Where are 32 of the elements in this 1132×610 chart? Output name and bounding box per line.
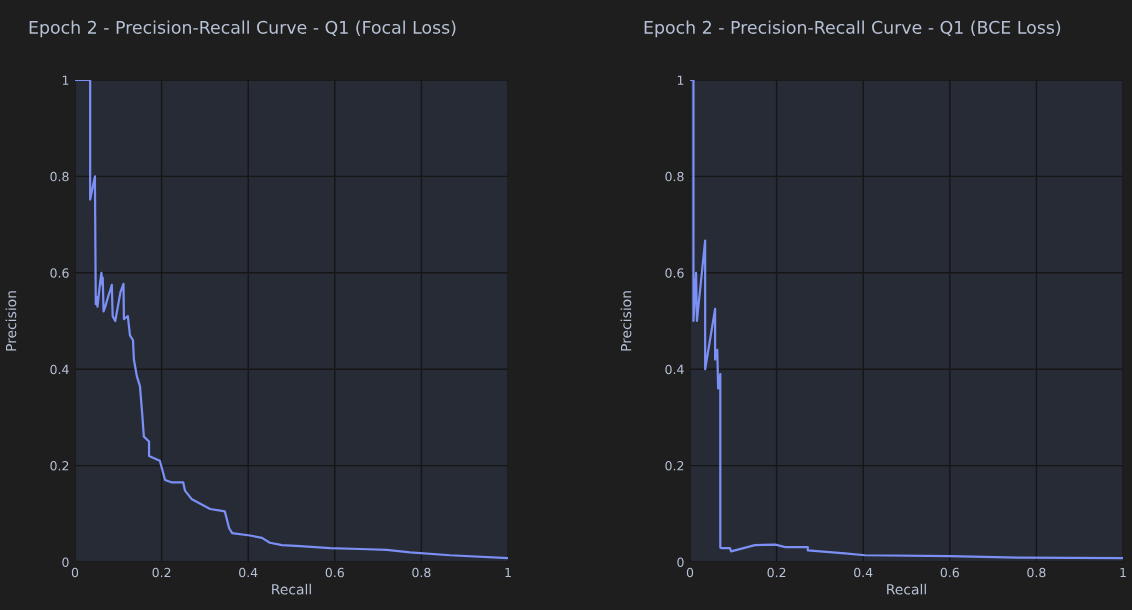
line-series <box>690 80 1123 560</box>
y-tick-label: 0.2 <box>50 461 69 471</box>
x-axis-title: Recall <box>887 583 926 595</box>
chart-title: Epoch 2 - Precision-Recall Curve - Q1 (BCE Loss) <box>644 20 1061 38</box>
chart-title: Epoch 2 - Precision-Recall Curve - Q1 (Focal Loss) <box>29 20 456 38</box>
x-tick-label: 0.6 <box>325 567 344 578</box>
x-tick-label: 0 <box>686 567 694 578</box>
x-tick-label: 0 <box>71 567 79 578</box>
x-tick-label: 0.2 <box>152 567 171 578</box>
x-tick-label: 0.6 <box>940 567 959 578</box>
x-tick-label: 0.4 <box>854 567 873 578</box>
line-series <box>75 80 508 560</box>
x-tick-label: 0.8 <box>412 567 431 578</box>
y-tick-label: 1 <box>677 75 684 85</box>
y-tick-label: 1 <box>62 75 69 85</box>
y-tick-label: 0 <box>62 557 69 567</box>
y-tick-label: 0.6 <box>50 268 69 278</box>
x-axis-title: Recall <box>272 583 311 595</box>
y-tick-label: 0.8 <box>665 171 684 182</box>
y-axis-title: Precision <box>620 291 632 351</box>
y-tick-label: 0 <box>677 557 684 567</box>
x-tick-label: 1 <box>505 567 511 578</box>
y-tick-label: 0.4 <box>665 364 684 375</box>
y-tick-label: 0.4 <box>50 364 69 375</box>
y-tick-label: 0.2 <box>665 461 684 471</box>
x-tick-label: 0.4 <box>239 567 258 578</box>
y-tick-label: 0.6 <box>665 268 684 278</box>
y-tick-label: 0.8 <box>50 171 69 182</box>
x-tick-label: 0.8 <box>1027 567 1046 578</box>
x-tick-label: 1 <box>1120 567 1126 578</box>
x-tick-label: 0.2 <box>767 567 786 578</box>
y-axis-title: Precision <box>5 291 17 351</box>
